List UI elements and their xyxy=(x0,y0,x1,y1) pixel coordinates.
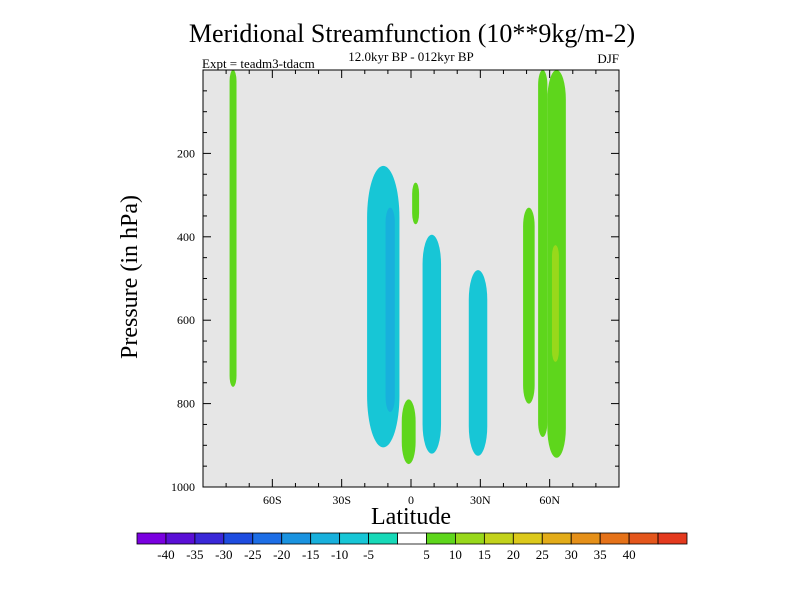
colorbar-label: -10 xyxy=(331,547,348,562)
colorbar-label: -30 xyxy=(215,547,232,562)
chart-subtitle-right: DJF xyxy=(597,51,619,66)
x-tick-label: 60N xyxy=(539,493,560,507)
colorbar-label: -40 xyxy=(157,547,174,562)
colorbar-swatch xyxy=(252,532,283,545)
x-tick-label: 30S xyxy=(332,493,351,507)
colorbar-label: 40 xyxy=(623,547,636,562)
colorbar-swatch xyxy=(599,532,630,545)
colorbar-swatch xyxy=(628,532,659,545)
chart-subtitle-center: 12.0kyr BP - 012kyr BP xyxy=(348,49,474,64)
colorbar-swatch xyxy=(541,532,572,545)
y-tick-label: 600 xyxy=(177,313,195,327)
contour-sh-highlat-positive xyxy=(229,70,237,387)
x-tick-label: 0 xyxy=(408,493,414,507)
contour-nh-midlat-positive-1 xyxy=(523,207,535,404)
contour-eq-upper-positive xyxy=(412,182,420,225)
colorbar-label: 5 xyxy=(423,547,430,562)
colorbar-label: -35 xyxy=(186,547,203,562)
colorbar-swatch xyxy=(136,532,167,545)
colorbar-label: 30 xyxy=(565,547,578,562)
colorbar-swatch xyxy=(223,532,254,545)
colorbar-label: -5 xyxy=(363,547,374,562)
colorbar-swatch xyxy=(657,532,688,545)
colorbar-label: 35 xyxy=(594,547,607,562)
colorbar-swatch xyxy=(426,532,456,545)
colorbar-label: -20 xyxy=(273,547,290,562)
y-tick-label: 400 xyxy=(177,230,195,244)
contour-nh-tropical-negative-2 xyxy=(468,270,488,456)
y-tick-label: 1000 xyxy=(171,480,195,494)
chart-subtitle-left: Expt = teadm3-tdacm xyxy=(202,56,315,71)
colorbar-label: -15 xyxy=(302,547,319,562)
colorbar-swatch xyxy=(281,532,312,545)
contour-eq-lower-positive xyxy=(401,399,416,465)
y-axis-label: Pressure (in hPa) xyxy=(117,195,143,359)
colorbar-swatch xyxy=(368,532,398,545)
contour-nh-tropical-negative-1 xyxy=(422,234,442,454)
colorbar-swatch xyxy=(397,532,427,545)
colorbar-swatch xyxy=(512,532,543,545)
colorbar-label: 25 xyxy=(536,547,549,562)
colorbar-swatch xyxy=(310,532,341,545)
colorbar-label: 20 xyxy=(507,547,520,562)
colorbar-swatch xyxy=(194,532,225,545)
contour-nh-midlat-positive-2 xyxy=(538,70,548,437)
x-tick-label: 30N xyxy=(470,493,491,507)
chart-title: Meridional Streamfunction (10**9kg/m-2) xyxy=(189,19,635,48)
colorbar-swatch xyxy=(165,532,196,545)
x-axis-label: Latitude xyxy=(371,504,451,530)
colorbar-label: 15 xyxy=(478,547,491,562)
plot-area: 60S 30S 0 30N 60N 200 400 600 800 1000 xyxy=(171,69,620,507)
colorbar-label: 10 xyxy=(449,547,462,562)
y-tick-label: 200 xyxy=(177,146,195,160)
colorbar-swatch xyxy=(570,532,601,545)
contour-sh-subtropical-negative-inner xyxy=(385,207,395,412)
colorbar-swatch xyxy=(483,532,514,545)
x-tick-label: 60S xyxy=(263,493,282,507)
contour-nh-highlat-positive-inner xyxy=(551,245,559,362)
y-tick-label: 800 xyxy=(177,397,195,411)
colorbar-swatch xyxy=(455,532,485,545)
colorbar-swatch xyxy=(339,532,369,545)
colorbar: -40 -35 -30 -25 -20 -15 -10 -5 5 10 15 20 25 30 35 40 xyxy=(136,532,688,562)
colorbar-label: -25 xyxy=(244,547,261,562)
